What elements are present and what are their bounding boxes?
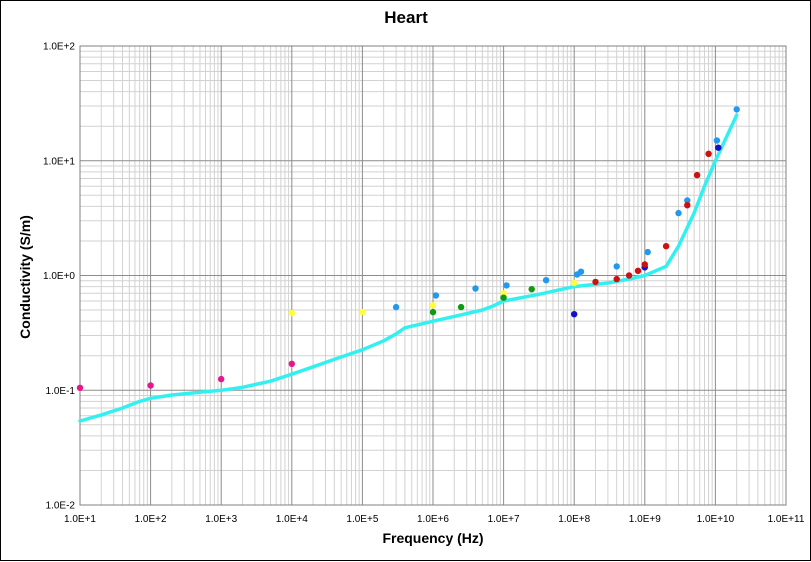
data-point — [684, 202, 691, 209]
data-point — [218, 375, 225, 383]
data-point — [528, 286, 535, 293]
data-point — [571, 311, 578, 318]
data-points-layer — [76, 106, 740, 391]
data-point — [288, 309, 295, 317]
data-point — [713, 137, 721, 144]
data-point — [288, 360, 295, 367]
data-point — [613, 275, 620, 283]
data-point — [429, 308, 437, 316]
x-tick-label: 1.0E+10 — [697, 514, 735, 525]
data-point — [542, 277, 550, 284]
x-tick-label: 1.0E+3 — [205, 514, 237, 525]
x-tick-label: 1.0E+2 — [135, 514, 167, 525]
data-point — [503, 282, 510, 289]
data-point — [693, 171, 701, 179]
x-tick-label: 1.0E+7 — [488, 514, 520, 525]
data-point — [500, 290, 507, 297]
data-point — [392, 303, 400, 311]
data-point — [705, 150, 712, 157]
data-point — [634, 267, 642, 274]
data-point — [625, 272, 633, 279]
data-point — [500, 294, 507, 301]
y-tick-labels: 1.0E-2 1.0E-1 1.0E+0 1.0E+1 1.0E+2 — [43, 42, 75, 512]
data-point — [457, 303, 465, 311]
data-point — [76, 384, 84, 391]
data-point — [641, 261, 648, 268]
x-tick-label: 1.0E+1 — [64, 514, 96, 525]
data-point — [571, 279, 578, 287]
y-tick-label: 1.0E-2 — [46, 501, 76, 512]
x-tick-label: 1.0E+11 — [768, 514, 805, 525]
chart-title: Heart — [384, 8, 428, 27]
y-tick-label: 1.0E-1 — [46, 386, 76, 397]
data-point — [472, 285, 479, 292]
x-tick-label: 1.0E+4 — [276, 514, 308, 525]
data-point — [592, 278, 599, 286]
data-point — [662, 243, 670, 250]
x-axis-label: Frequency (Hz) — [382, 530, 483, 546]
x-tick-label: 1.0E+9 — [629, 514, 661, 525]
data-point — [684, 197, 691, 204]
data-point — [359, 308, 366, 316]
y-tick-label: 1.0E+2 — [43, 42, 75, 53]
x-tick-label: 1.0E+8 — [558, 514, 590, 525]
data-point — [147, 382, 154, 389]
data-point — [715, 144, 722, 151]
plot-area — [79, 45, 787, 506]
data-point — [429, 302, 437, 309]
x-tick-labels: 1.0E+1 1.0E+2 1.0E+3 1.0E+4 1.0E+5 1.0E+6 1.0E… — [64, 514, 805, 525]
data-point — [432, 292, 440, 299]
x-tick-label: 1.0E+5 — [346, 514, 378, 525]
fit-line — [78, 113, 739, 423]
data-point — [613, 263, 620, 270]
data-point — [644, 248, 651, 256]
y-axis-label: Conductivity (S/m) — [17, 215, 33, 339]
x-tick-label: 1.0E+6 — [417, 514, 449, 525]
data-point — [577, 268, 585, 275]
y-tick-label: 1.0E+0 — [43, 271, 75, 282]
data-point — [733, 106, 740, 113]
data-point — [675, 209, 682, 217]
fit-line-layer — [78, 113, 739, 423]
y-tick-label: 1.0E+1 — [43, 156, 75, 167]
